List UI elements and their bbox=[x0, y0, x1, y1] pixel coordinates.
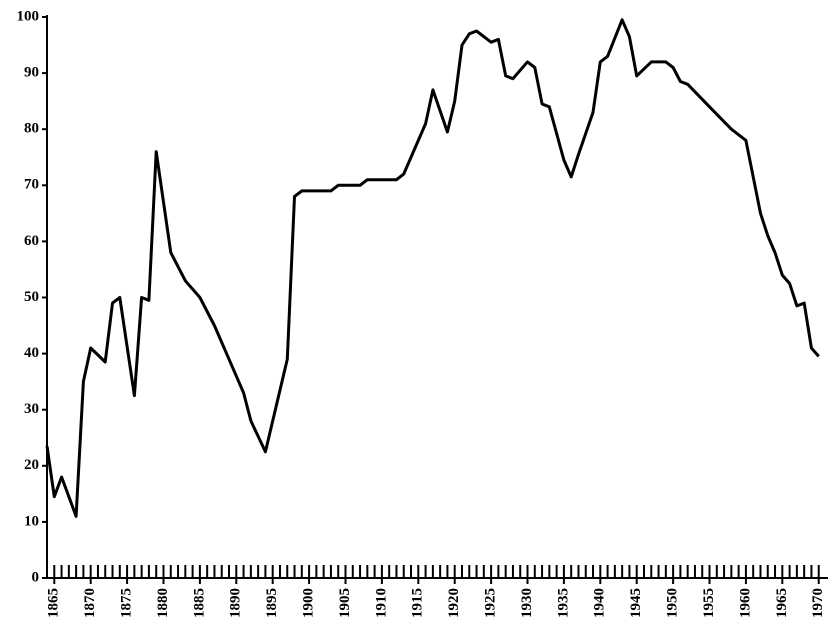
x-tick-label: 1920 bbox=[446, 588, 462, 618]
x-tick-label: 1940 bbox=[592, 588, 608, 618]
x-tick-label: 1870 bbox=[82, 588, 98, 618]
x-tick-label: 1945 bbox=[628, 588, 644, 618]
x-tick-label: 1960 bbox=[737, 588, 753, 618]
x-tick-label: 1965 bbox=[774, 588, 790, 618]
x-tick-label: 1910 bbox=[373, 588, 389, 618]
x-tick-label: 1890 bbox=[228, 588, 244, 618]
x-tick-label: 1905 bbox=[337, 588, 353, 618]
x-tick-label: 1955 bbox=[701, 588, 717, 618]
x-tick-label: 1895 bbox=[264, 588, 280, 618]
y-tick-label: 0 bbox=[32, 569, 40, 585]
data-line bbox=[45, 18, 820, 518]
y-tick-label: 90 bbox=[24, 65, 39, 81]
x-tick-label: 1885 bbox=[191, 588, 207, 618]
x-tick-label: 1970 bbox=[810, 588, 826, 618]
x-tick-label: 1900 bbox=[301, 588, 317, 618]
x-tick-label: 1950 bbox=[665, 588, 681, 618]
y-tick-label: 40 bbox=[24, 345, 39, 361]
y-tick-label: 10 bbox=[24, 513, 39, 529]
y-tick-label: 50 bbox=[24, 289, 39, 305]
x-tick-label: 1865 bbox=[46, 588, 62, 618]
y-tick-label: 70 bbox=[24, 177, 39, 193]
x-tick-label: 1925 bbox=[483, 588, 499, 618]
y-tick-label: 100 bbox=[17, 8, 40, 24]
x-tick-label: 1880 bbox=[155, 588, 171, 618]
y-tick-label: 80 bbox=[24, 121, 39, 137]
y-tick-label: 30 bbox=[24, 401, 39, 417]
y-tick-label: 60 bbox=[24, 233, 39, 249]
x-tick-label: 1875 bbox=[119, 588, 135, 618]
x-tick-label: 1930 bbox=[519, 588, 535, 618]
x-tick-label: 1935 bbox=[555, 588, 571, 618]
y-tick-label: 20 bbox=[24, 457, 39, 473]
x-tick-label: 1915 bbox=[410, 588, 426, 618]
